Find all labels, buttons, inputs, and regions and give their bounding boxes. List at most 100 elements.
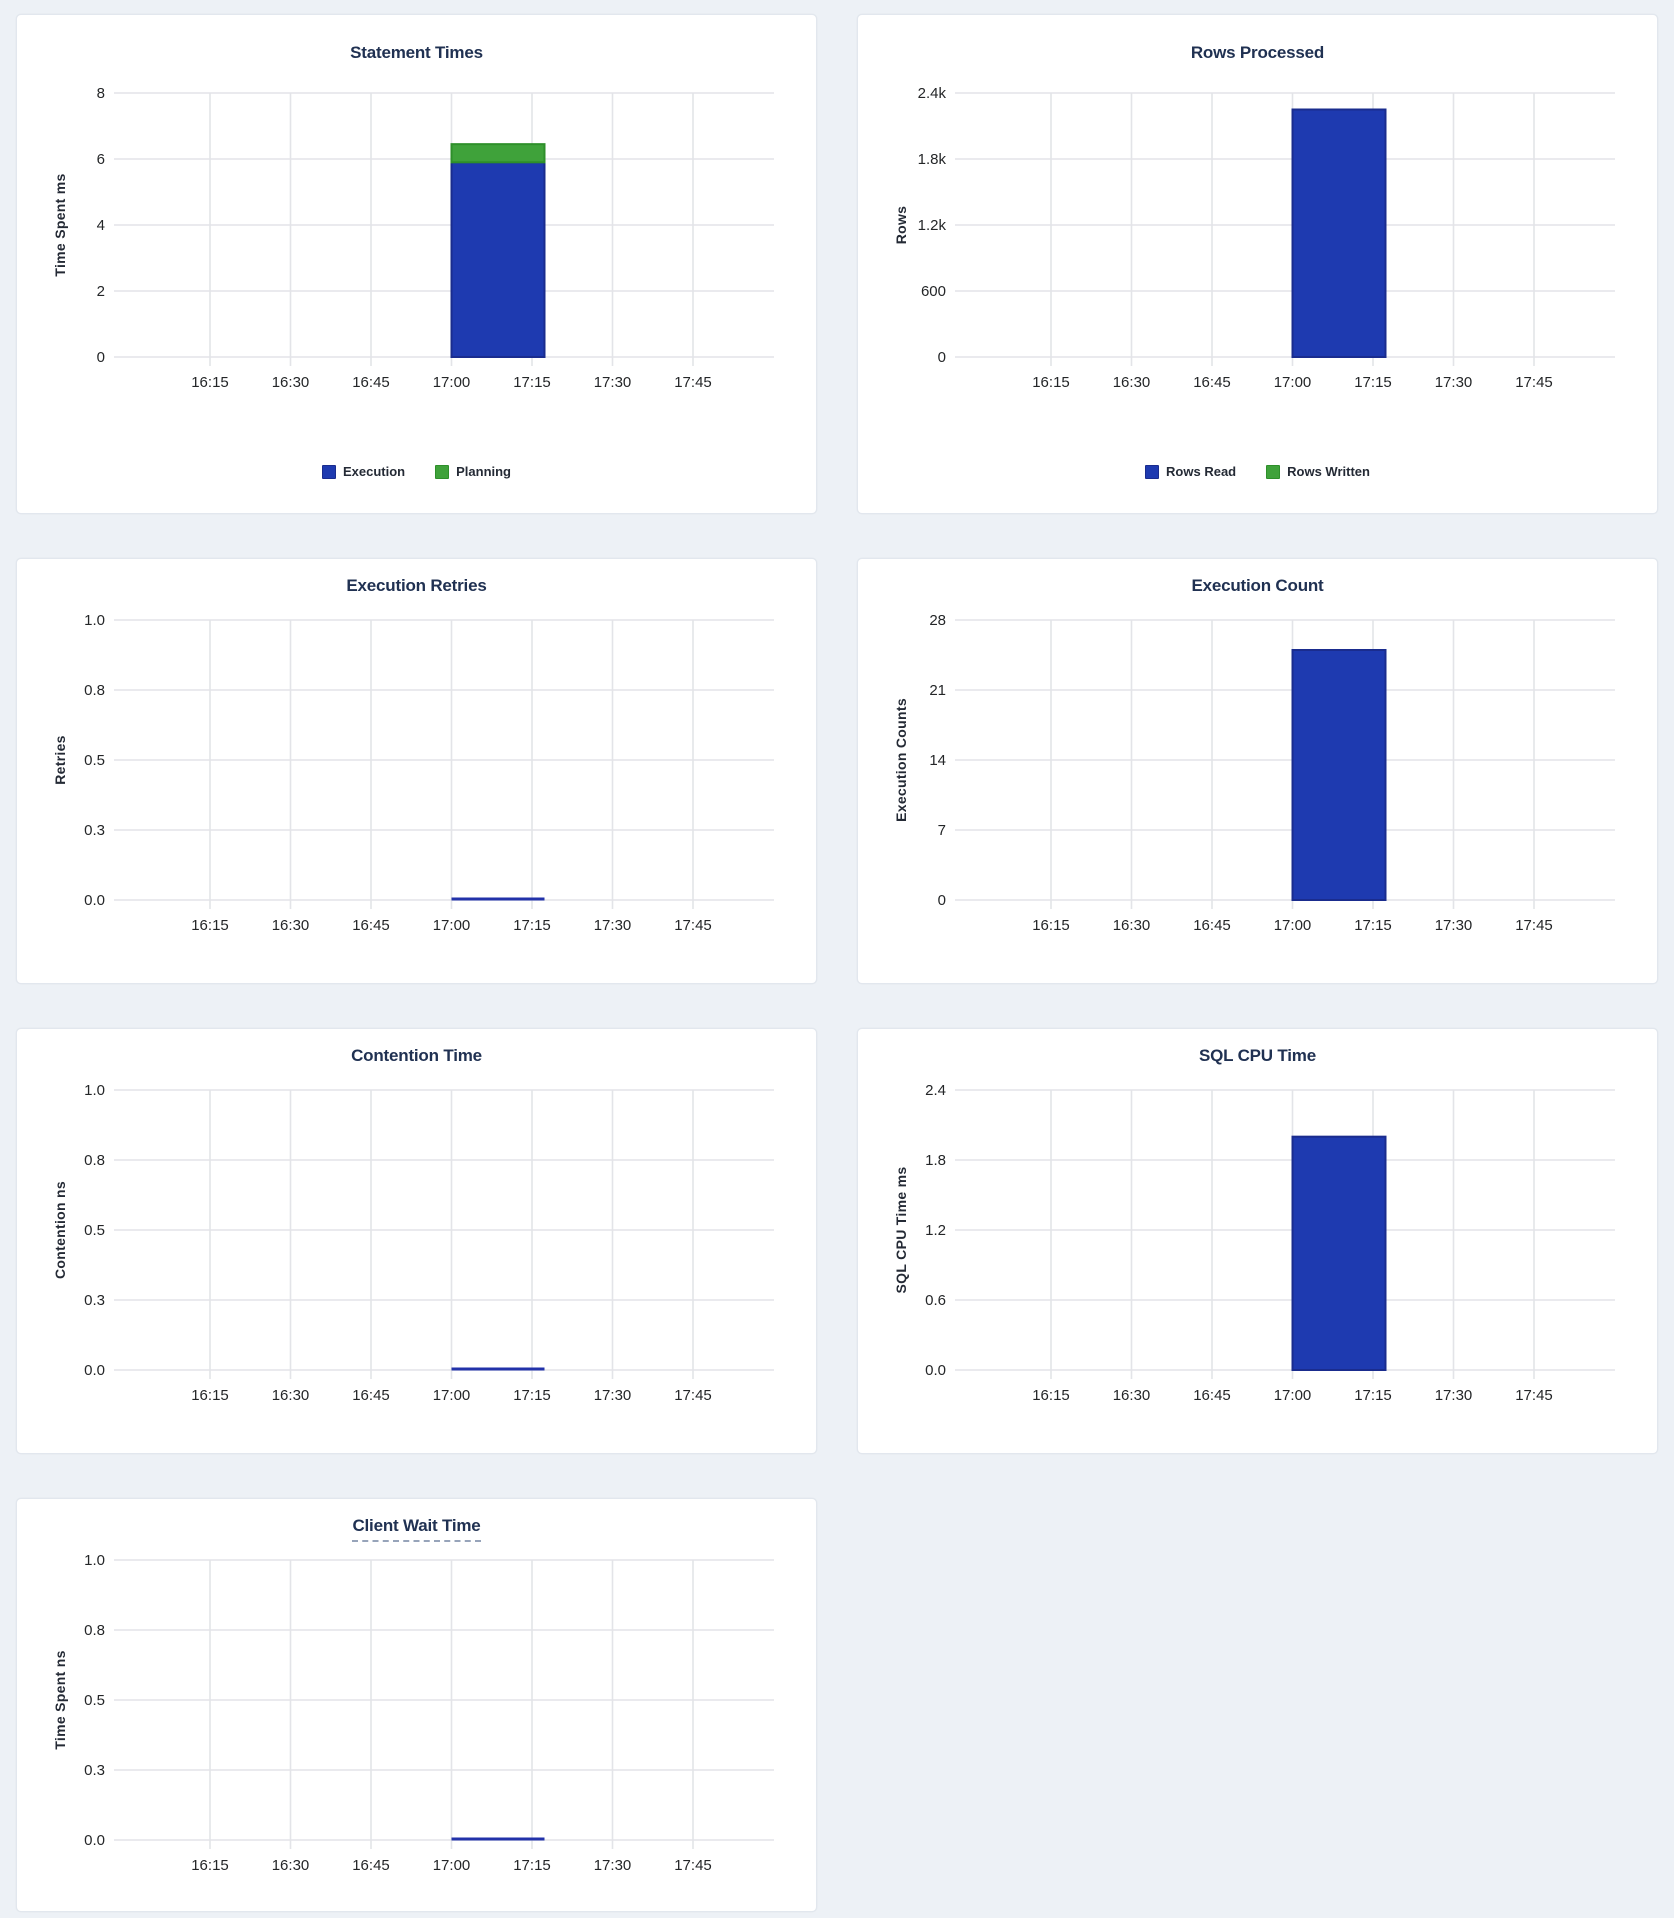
x-tick-label: 17:15 <box>513 1387 551 1404</box>
chart-title-execution-retries: Execution Retries <box>346 576 487 595</box>
chart-panel-execution-retries: Execution Retries 0.0 0.3 0.5 0.8 1.0 16:15 16:… <box>16 558 817 984</box>
x-tick-label: 17:00 <box>1274 374 1312 391</box>
legend-item-rows-read: Rows Read <box>1145 464 1236 479</box>
chart-panel-rows-processed: Rows Processed 0 600 1.2k 1.8k 2.4k 16:15 16:30… <box>857 14 1658 514</box>
y-tick-label: 0.0 <box>84 892 105 909</box>
x-tick-label: 16:15 <box>1032 374 1070 391</box>
x-tick-label: 17:30 <box>594 1857 632 1874</box>
y-tick-label: 1.2 <box>925 1222 946 1239</box>
bar-sql-cpu-time <box>1291 1135 1387 1371</box>
chart-panel-statement-times: Statement Times 0 2 4 6 8 16:15 16:30 16:45 17:00… <box>16 14 817 514</box>
y-tick-label: 0.6 <box>925 1292 946 1309</box>
y-tick-label: 28 <box>929 612 946 629</box>
y-tick-label: 0.5 <box>84 752 105 769</box>
x-tick-label: 16:30 <box>272 374 310 391</box>
y-axis-label: SQL CPU Time ms <box>893 1167 909 1294</box>
y-tick-label: 0.3 <box>84 1292 105 1309</box>
x-tick-label: 17:15 <box>1354 374 1392 391</box>
y-tick-label: 2 <box>97 283 105 300</box>
chart-title-wrap: Execution Count <box>858 559 1657 596</box>
x-tick-label: 17:30 <box>594 374 632 391</box>
y-axis-label: Execution Counts <box>893 698 909 822</box>
chart-legend-rows-processed: Rows Read Rows Written <box>858 464 1657 479</box>
y-tick-label: 0.3 <box>84 1762 105 1779</box>
y-tick-label: 0.8 <box>84 682 105 699</box>
x-tick-label: 17:45 <box>674 1857 712 1874</box>
chart-legend-statement-times: Execution Planning <box>17 464 816 479</box>
y-tick-label: 1.0 <box>84 1552 105 1569</box>
x-tick-label: 16:15 <box>191 1387 229 1404</box>
x-tick-label: 16:45 <box>1193 917 1231 934</box>
y-tick-label: 14 <box>929 752 946 769</box>
chart-title-sql-cpu-time: SQL CPU Time <box>1199 1046 1316 1065</box>
chart-title-client-wait-time[interactable]: Client Wait Time <box>352 1516 481 1542</box>
y-tick-label: 0.0 <box>84 1832 105 1849</box>
y-axis-label: Contention ns <box>52 1181 68 1279</box>
chart-title-wrap: SQL CPU Time <box>858 1029 1657 1066</box>
legend-swatch-blue <box>1145 464 1160 479</box>
x-tick-label: 17:00 <box>433 374 471 391</box>
x-tick-label: 17:45 <box>674 1387 712 1404</box>
x-tick-label: 17:15 <box>1354 917 1392 934</box>
y-tick-label: 600 <box>921 283 946 300</box>
x-tick-label: 17:00 <box>433 917 471 934</box>
x-tick-label: 16:15 <box>191 917 229 934</box>
chart-title-wrap: Statement Times <box>17 15 816 63</box>
y-tick-label: 0.8 <box>84 1622 105 1639</box>
chart-panel-contention-time: Contention Time 0.0 0.3 0.5 0.8 1.0 16:15 16:30… <box>16 1028 817 1454</box>
bar-rows-read <box>1291 108 1387 358</box>
x-tick-label: 17:00 <box>433 1857 471 1874</box>
x-tick-label: 17:45 <box>1515 1387 1553 1404</box>
chart-title-wrap: Contention Time <box>17 1029 816 1066</box>
x-tick-label: 16:15 <box>191 1857 229 1874</box>
x-tick-label: 17:30 <box>1435 917 1473 934</box>
bar-execution-count <box>1291 649 1387 901</box>
chart-plot-statement-times: 0 2 4 6 8 16:15 16:30 16:45 17:00 17:15 17:30 17:45… <box>52 85 774 391</box>
x-tick-label: 17:45 <box>674 917 712 934</box>
y-tick-label: 6 <box>97 151 105 168</box>
x-tick-label: 17:30 <box>1435 1387 1473 1404</box>
y-tick-label: 2.4 <box>925 1082 946 1099</box>
y-tick-label: 1.0 <box>84 612 105 629</box>
x-tick-label: 17:45 <box>1515 374 1553 391</box>
x-tick-label: 17:00 <box>433 1387 471 1404</box>
x-tick-label: 17:15 <box>513 917 551 934</box>
chart-title-wrap: Client Wait Time <box>17 1499 816 1542</box>
x-tick-label: 17:15 <box>513 374 551 391</box>
y-tick-label: 0.5 <box>84 1222 105 1239</box>
chart-plot-execution-count: 0 7 14 21 28 16:15 16:30 16:45 17:00 17:15 17:30 17… <box>893 612 1615 934</box>
x-tick-label: 16:30 <box>1113 374 1151 391</box>
y-tick-label: 0 <box>938 892 946 909</box>
legend-swatch-green <box>435 464 450 479</box>
legend-item-rows-written: Rows Written <box>1266 464 1370 479</box>
y-tick-label: 0.0 <box>925 1362 946 1379</box>
y-tick-label: 0 <box>938 349 946 366</box>
chart-plot-rows-processed: 0 600 1.2k 1.8k 2.4k 16:15 16:30 16:45 17:00 17:1… <box>893 85 1615 391</box>
x-tick-label: 16:15 <box>1032 1387 1070 1404</box>
legend-label: Planning <box>456 464 511 479</box>
y-tick-label: 4 <box>97 217 105 234</box>
legend-item-planning: Planning <box>435 464 511 479</box>
chart-title-statement-times: Statement Times <box>350 43 483 62</box>
y-tick-label: 0.3 <box>84 822 105 839</box>
y-tick-label: 1.8 <box>925 1152 946 1169</box>
y-tick-label: 1.2k <box>918 217 947 234</box>
chart-panel-client-wait-time: Client Wait Time 0.0 0.3 0.5 0.8 1.0 16:15 16:3… <box>16 1498 817 1912</box>
x-tick-label: 17:45 <box>1515 917 1553 934</box>
legend-item-execution: Execution <box>321 464 405 479</box>
x-tick-label: 16:45 <box>1193 1387 1231 1404</box>
y-tick-label: 0.0 <box>84 1362 105 1379</box>
y-tick-label: 1.8k <box>918 151 947 168</box>
chart-plot-execution-retries: 0.0 0.3 0.5 0.8 1.0 16:15 16:30 16:45 17:00 17:15… <box>52 612 774 934</box>
chart-panel-execution-count: Execution Count 0 7 14 21 28 16:15 16:30 16:45 17… <box>857 558 1658 984</box>
x-tick-label: 16:30 <box>272 917 310 934</box>
y-tick-label: 2.4k <box>918 85 947 102</box>
chart-title-wrap: Rows Processed <box>858 15 1657 63</box>
chart-title-rows-processed: Rows Processed <box>1190 43 1325 62</box>
x-tick-label: 16:15 <box>191 374 229 391</box>
x-tick-label: 17:30 <box>594 917 632 934</box>
x-tick-label: 16:45 <box>1193 374 1231 391</box>
chart-panel-sql-cpu-time: SQL CPU Time 0.0 0.6 1.2 1.8 2.4 16:15 16:30 16:… <box>857 1028 1658 1454</box>
y-axis-label: Rows <box>893 206 909 245</box>
x-tick-label: 16:30 <box>1113 917 1151 934</box>
